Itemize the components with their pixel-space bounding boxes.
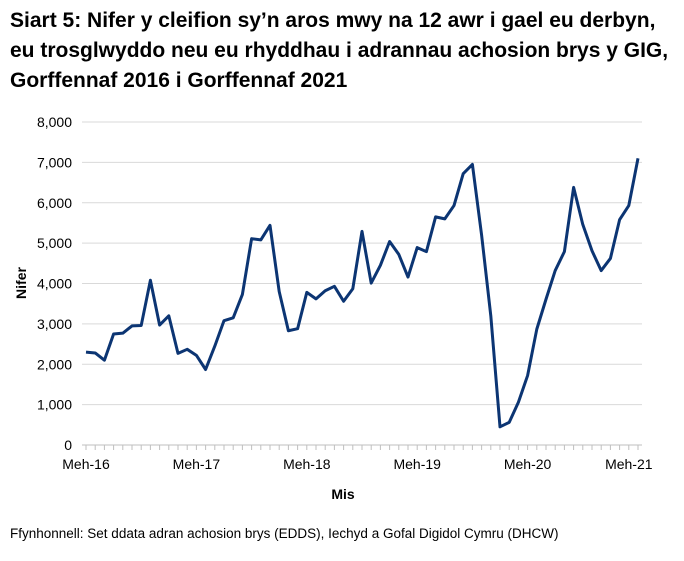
- x-tick-label: Meh-16: [62, 456, 110, 472]
- y-tick-label: 0: [64, 437, 72, 453]
- x-tick-label: Meh-18: [283, 456, 331, 472]
- y-tick-label: 4,000: [37, 276, 72, 292]
- y-tick-label: 1,000: [37, 397, 72, 413]
- y-tick-label: 6,000: [37, 195, 72, 211]
- x-tick-label: Meh-17: [173, 456, 221, 472]
- x-tick-label: Meh-20: [504, 456, 552, 472]
- y-tick-label: 8,000: [37, 114, 72, 130]
- x-axis-label: Mis: [331, 486, 355, 502]
- line-chart: 0 1,000 2,000 3,000 4,000 5,000 6,000 7,000 8,00…: [13, 114, 653, 502]
- y-tick-label: 5,000: [37, 235, 72, 251]
- data-series-line: [85, 158, 640, 429]
- y-tick-label: 2,000: [37, 356, 72, 372]
- chart-title: Siart 5: Nifer y cleifion sy’n aros mwy …: [10, 9, 669, 92]
- x-tick-label: Meh-19: [393, 456, 441, 472]
- y-axis-label: Nifer: [13, 267, 29, 299]
- y-tick-label: 7,000: [37, 154, 72, 170]
- source-note: Ffynhonnell: Set ddata adran achosion br…: [10, 526, 559, 541]
- x-tick-label: Meh-21: [605, 456, 653, 472]
- y-tick-label: 3,000: [37, 316, 72, 332]
